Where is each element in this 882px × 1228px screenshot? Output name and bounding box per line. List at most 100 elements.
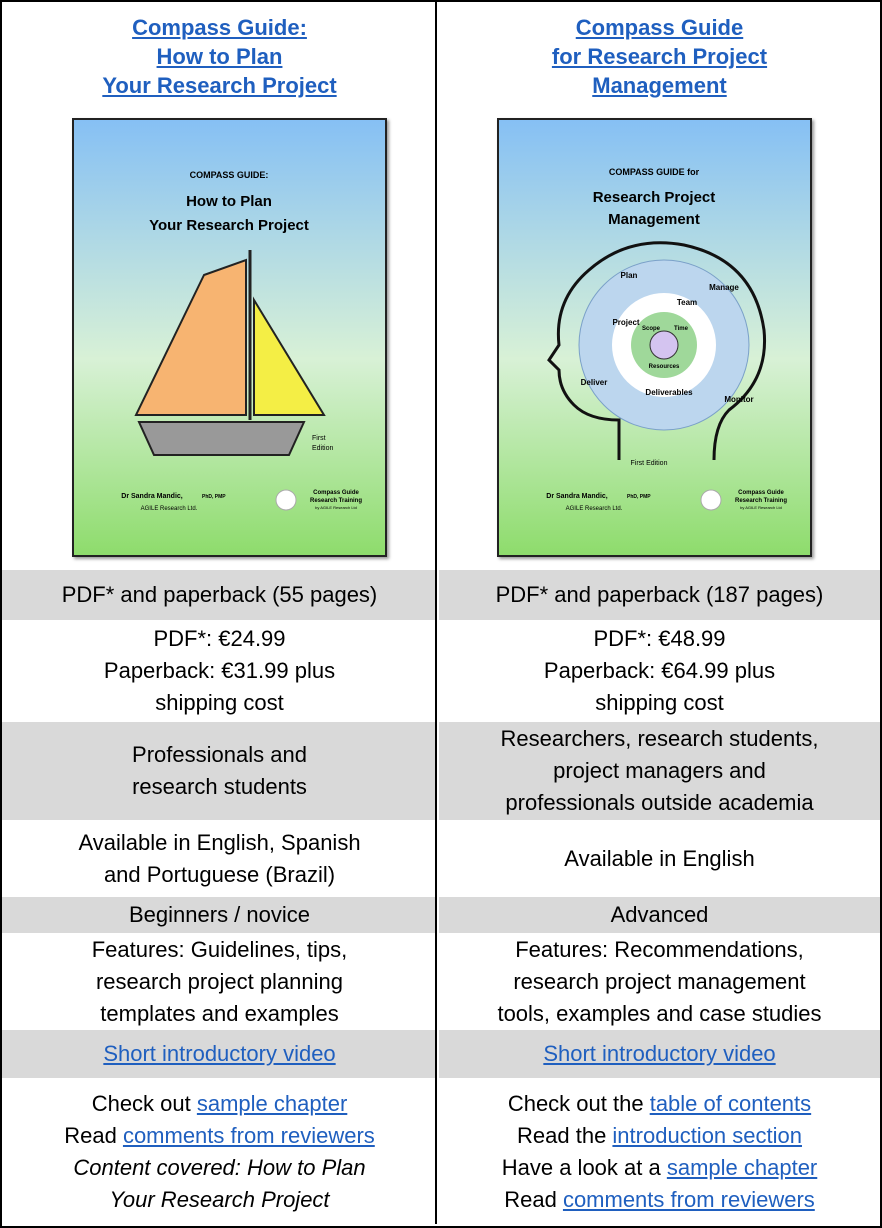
- cell-line: research students: [132, 771, 307, 803]
- table-cell: Check out the table of contents Read the …: [439, 1078, 880, 1226]
- brand-name: Compass Guide: [313, 490, 359, 496]
- column: Compass Guide: How to Plan Your Research P…: [2, 2, 437, 1226]
- cycle-label: Deliverables: [645, 388, 693, 397]
- text: Paperback: €31.99 plus: [103, 658, 336, 683]
- cell-line: Features: Guidelines, tips,: [92, 934, 348, 966]
- title-line: How to Plan: [157, 42, 283, 71]
- text: Beginners / novice: [129, 902, 310, 927]
- title-link[interactable]: How to Plan: [156, 43, 283, 69]
- book-cover: COMPASS GUIDE for Research Project Managem…: [497, 118, 812, 557]
- title-line: Management: [592, 71, 726, 100]
- cell-line: Advanced: [611, 899, 709, 931]
- text: project managers and: [553, 758, 766, 783]
- link[interactable]: introduction section: [612, 1123, 802, 1148]
- title-cell: Compass Guide: How to Plan Your Research P…: [2, 6, 437, 106]
- table-cell: PDF*: €24.99 Paperback: €31.99 plus shippi…: [2, 620, 437, 722]
- text: templates and examples: [100, 1000, 339, 1026]
- cover-heading: Management: [608, 211, 700, 228]
- cycle-label: Monitor: [724, 395, 753, 404]
- cycle-label: Resources: [649, 364, 680, 370]
- cover-author: Dr Sandra Mandic,: [121, 493, 183, 500]
- brand-tagline: by AGILE Research Ltd: [315, 505, 357, 510]
- table-cell: Beginners / novice: [2, 897, 437, 933]
- text: Features: Guidelines, tips,: [91, 936, 348, 962]
- table-cell: Short introductory video: [439, 1030, 880, 1078]
- link[interactable]: table of contents: [649, 1091, 812, 1116]
- text: Read the: [517, 1123, 613, 1148]
- cell-line: research project planning: [96, 966, 343, 998]
- cell-line: Available in English: [564, 843, 754, 875]
- cover-heading: How to Plan: [186, 193, 272, 210]
- column-divider: [435, 0, 437, 1224]
- brand-logo: [275, 489, 297, 511]
- cover-heading: Research Project: [593, 189, 716, 206]
- book-cover: COMPASS GUIDE: How to Plan Your Research P…: [72, 118, 387, 557]
- title-line: for Research Project: [552, 42, 767, 71]
- link[interactable]: Short introductory video: [543, 1041, 776, 1066]
- cycle-label: Project: [612, 318, 639, 327]
- text: research project planning: [95, 968, 344, 994]
- cell-line: project managers and: [553, 755, 766, 787]
- title-link[interactable]: Compass Guide:: [132, 14, 307, 40]
- cover-edition: Edition: [312, 445, 334, 452]
- title-line: Compass Guide: [576, 13, 743, 42]
- text: research students: [132, 774, 307, 799]
- cell-line: Check out the table of contents: [508, 1088, 811, 1120]
- text: Have a look at a: [501, 1155, 667, 1180]
- text: PDF*: €48.99: [593, 626, 726, 651]
- brand-tagline: by AGILE Research Ltd: [740, 505, 782, 510]
- text: and Portuguese (Brazil): [103, 861, 336, 887]
- cover-heading: Your Research Project: [149, 217, 309, 234]
- table-cell: Check out sample chapter Read comments fr…: [2, 1078, 437, 1226]
- link[interactable]: comments from reviewers: [562, 1187, 815, 1212]
- link[interactable]: sample chapter: [196, 1091, 348, 1116]
- text: Read: [64, 1123, 123, 1148]
- text: shipping cost: [155, 690, 284, 715]
- title-line: Compass Guide:: [132, 13, 307, 42]
- cell-line: Paperback: €64.99 plus: [544, 655, 775, 687]
- text: Check out: [91, 1091, 197, 1116]
- cell-line: shipping cost: [595, 687, 723, 719]
- cover-edition: First Edition: [631, 460, 668, 467]
- cover-credentials: PhD, PMP: [202, 494, 226, 500]
- link[interactable]: Short introductory video: [103, 1041, 336, 1066]
- text: Available in English: [564, 845, 755, 871]
- title-link[interactable]: for Research Project: [551, 43, 768, 69]
- cell-line: Read comments from reviewers: [64, 1120, 375, 1152]
- cell-line: Content covered: How to Plan: [73, 1152, 365, 1184]
- cell-line: PDF*: €24.99: [153, 623, 285, 655]
- link[interactable]: comments from reviewers: [122, 1123, 375, 1148]
- text: Read: [504, 1187, 563, 1212]
- cell-line: Short introductory video: [103, 1038, 335, 1070]
- cycle-label: Plan: [621, 271, 638, 280]
- table-cell: Available in English: [439, 820, 880, 897]
- cover-art: COMPASS GUIDE: How to Plan Your Research P…: [74, 120, 385, 555]
- sail: [253, 296, 326, 416]
- cell-line: shipping cost: [155, 687, 283, 719]
- title-link[interactable]: Management: [592, 72, 727, 98]
- table-cell: Short introductory video: [2, 1030, 437, 1078]
- text: Available in English, Spanish: [78, 829, 361, 855]
- cycle-label: Time: [674, 326, 689, 332]
- cell-line: Features: Recommendations,: [515, 934, 804, 966]
- cell-line: tools, examples and case studies: [497, 998, 821, 1030]
- table-cell: PDF* and paperback (55 pages): [2, 570, 437, 620]
- text: Professionals and: [132, 742, 307, 767]
- link[interactable]: sample chapter: [666, 1155, 818, 1180]
- cover-art: COMPASS GUIDE for Research Project Managem…: [499, 120, 810, 555]
- title-link[interactable]: Your Research Project: [102, 72, 337, 98]
- text: PDF* and paperback (55 pages): [61, 582, 378, 607]
- text: Researchers, research students,: [500, 726, 819, 751]
- cell-line: Read the introduction section: [517, 1120, 802, 1152]
- title-cell: Compass Guide for Research Project Managem…: [439, 6, 880, 106]
- cell-line: Paperback: €31.99 plus: [104, 655, 335, 687]
- head-outline: [547, 241, 767, 461]
- table-cell: Features: Guidelines, tips, research proj…: [2, 933, 437, 1030]
- title-link[interactable]: Compass Guide: [575, 14, 744, 40]
- note: Your Research Project: [109, 1187, 330, 1212]
- cover-series: COMPASS GUIDE:: [190, 170, 269, 180]
- note: Content covered: How to Plan: [73, 1155, 366, 1180]
- text: professionals outside academia: [505, 790, 814, 815]
